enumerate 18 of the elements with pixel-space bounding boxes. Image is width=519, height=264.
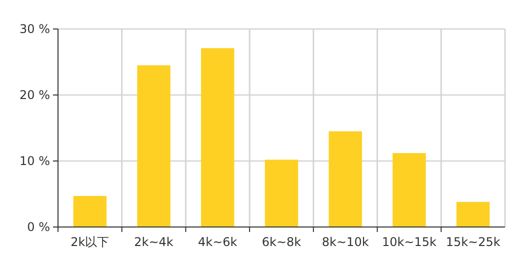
bar bbox=[328, 131, 362, 227]
y-tick-label: 30 % bbox=[20, 22, 50, 36]
x-tick-label: 2k以下 bbox=[70, 235, 110, 249]
y-tick-label: 10 % bbox=[20, 154, 50, 168]
x-tick-label: 4k~6k bbox=[198, 235, 238, 249]
x-tick-label: 15k~25k bbox=[446, 235, 500, 249]
y-tick-label: 0 % bbox=[27, 220, 50, 234]
x-tick-label: 2k~4k bbox=[134, 235, 174, 249]
y-tick-label: 20 % bbox=[20, 88, 50, 102]
bar bbox=[137, 65, 170, 227]
bar bbox=[73, 196, 107, 227]
x-tick-label: 8k~10k bbox=[322, 235, 369, 249]
bar bbox=[456, 202, 490, 227]
bar bbox=[264, 160, 298, 227]
bar bbox=[392, 153, 426, 227]
x-tick-label: 6k~8k bbox=[262, 235, 302, 249]
bar bbox=[201, 48, 234, 227]
x-tick-label: 10k~15k bbox=[382, 235, 437, 249]
